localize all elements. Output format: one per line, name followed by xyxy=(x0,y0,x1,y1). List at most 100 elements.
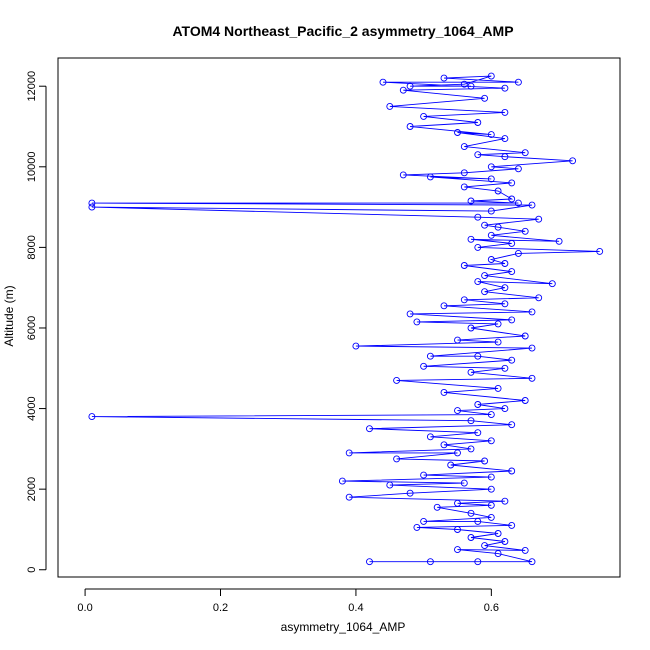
y-tick-label: 6000 xyxy=(26,316,38,340)
data-point xyxy=(487,131,495,139)
data-point xyxy=(440,388,448,396)
data-point xyxy=(528,308,536,316)
data-point xyxy=(460,143,468,151)
data-point xyxy=(494,320,502,328)
data-point xyxy=(454,129,461,136)
data-point xyxy=(481,542,489,550)
data-point xyxy=(474,429,482,437)
data-point xyxy=(508,316,516,324)
data-point xyxy=(487,437,495,445)
data-point xyxy=(420,517,428,525)
data-point xyxy=(494,530,502,537)
data-point xyxy=(467,445,475,453)
data-point xyxy=(521,149,529,157)
data-point xyxy=(366,558,373,566)
data-point xyxy=(386,102,394,110)
plot-layer: 0.0 0.2 0.4 0.6 0 2000 4000 6000 8000 10000 12000 xyxy=(26,57,621,614)
data-point xyxy=(494,384,502,392)
data-point xyxy=(514,165,522,173)
data-point xyxy=(514,199,522,207)
data-point xyxy=(501,153,509,161)
data-point xyxy=(487,473,495,481)
data-point xyxy=(494,223,502,231)
data-point xyxy=(501,497,509,505)
data-point xyxy=(379,78,387,86)
data-point xyxy=(406,82,414,90)
data-point xyxy=(467,534,475,541)
chart-title: ATOM4 Northeast_Pacific_2 asymmetry_1064… xyxy=(172,23,513,39)
data-point xyxy=(555,237,563,245)
y-tick-label: 8000 xyxy=(26,235,38,259)
data-point xyxy=(406,123,414,130)
data-point xyxy=(467,235,475,243)
x-tick-label: 0.4 xyxy=(348,602,363,614)
data-point xyxy=(440,302,448,310)
data-point xyxy=(467,368,475,376)
data-point xyxy=(88,203,96,211)
data-point xyxy=(521,332,529,340)
data-point xyxy=(514,78,522,86)
data-point xyxy=(528,558,536,566)
data-point xyxy=(467,82,475,90)
data-point xyxy=(460,262,468,269)
data-point xyxy=(501,260,509,267)
data-point xyxy=(508,268,516,276)
data-point xyxy=(508,467,516,475)
data-point xyxy=(433,503,441,511)
data-point xyxy=(487,231,495,239)
data-point xyxy=(508,421,516,429)
series-line xyxy=(91,75,600,563)
data-point xyxy=(501,364,509,372)
data-point xyxy=(481,457,489,465)
data-point xyxy=(481,94,489,102)
data-point xyxy=(535,215,543,223)
data-point xyxy=(454,546,461,554)
data-point xyxy=(494,338,502,346)
data-point xyxy=(508,521,516,529)
data-point xyxy=(508,239,516,247)
data-point xyxy=(352,342,360,350)
y-tick-label: 10000 xyxy=(26,151,38,182)
data-point xyxy=(426,352,434,360)
data-point xyxy=(88,413,96,421)
data-point xyxy=(440,74,448,82)
data-point xyxy=(454,526,461,533)
data-point xyxy=(528,374,536,382)
data-point xyxy=(467,417,475,425)
data-point xyxy=(487,175,495,183)
data-point xyxy=(474,558,482,566)
data-point xyxy=(487,163,495,171)
data-point xyxy=(508,179,516,187)
data-point xyxy=(426,558,434,566)
plot-frame xyxy=(57,57,621,578)
data-point xyxy=(481,221,489,229)
data-point xyxy=(474,213,482,221)
data-point xyxy=(501,108,509,116)
data-point xyxy=(393,376,401,384)
y-tick-label: 12000 xyxy=(26,71,38,102)
data-point xyxy=(487,501,495,509)
data-point xyxy=(345,449,353,457)
data-point xyxy=(501,84,509,92)
data-point xyxy=(406,310,414,318)
data-point xyxy=(467,509,475,517)
data-point xyxy=(474,352,482,360)
data-point xyxy=(366,425,373,433)
data-point xyxy=(487,411,495,419)
data-point xyxy=(474,119,482,126)
data-point xyxy=(508,195,516,203)
data-point xyxy=(454,499,461,507)
data-point xyxy=(528,344,536,352)
data-point xyxy=(467,324,475,332)
data-point xyxy=(460,479,468,487)
y-tick-label: 4000 xyxy=(26,396,38,420)
data-point xyxy=(474,401,482,408)
data-point xyxy=(501,135,509,143)
data-point xyxy=(454,336,461,344)
y-tick-label: 2000 xyxy=(26,477,38,501)
data-point xyxy=(440,441,448,449)
data-point xyxy=(481,272,489,280)
data-point xyxy=(501,405,509,413)
data-point xyxy=(528,201,536,209)
